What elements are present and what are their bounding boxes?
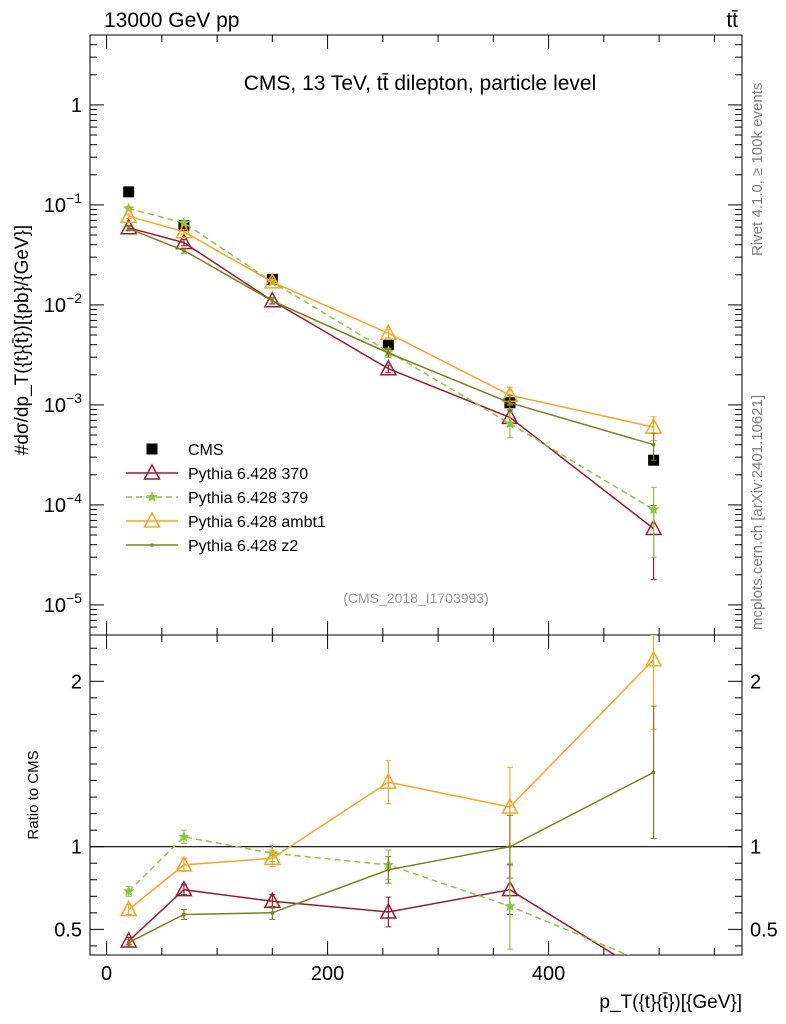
ratio-series-pythia-6-428-370: [119, 864, 617, 955]
main-y-axis-label: #dσ/dp_T({t}{t̄})[{pb}/{GeV}]: [12, 225, 33, 455]
legend-label: Pythia 6.428 370: [188, 466, 308, 483]
mcplots-label: mcplots.cern.ch [arXiv:2401.10621]: [749, 395, 766, 630]
main-point-cms: [123, 186, 135, 198]
main-series-pythia-6-428-ambt1: [119, 206, 663, 442]
main-point-pythia-6-428-379: [504, 417, 516, 429]
main-point-pythia-6-428-z2: [386, 351, 391, 355]
main-point-cms: [382, 339, 394, 351]
ratio-point-pythia-6-428-z2: [126, 940, 131, 945]
legend-label: Pythia 6.428 z2: [188, 538, 298, 555]
ratio-point-pythia-6-428-ambt1: [379, 772, 398, 789]
ratio-point-pythia-6-428-z2: [182, 912, 186, 917]
ratio-series-pythia-6-428-z2: [125, 705, 657, 947]
ratio-y-tick-label: 0.5: [54, 919, 82, 941]
ratio-y-tick-label-right: 2: [750, 671, 761, 693]
ratio-point-pythia-6-428-379: [123, 885, 135, 897]
main-line-pythia-6-428-370: [128, 227, 655, 530]
main-point-pythia-6-428-z2: [182, 248, 186, 253]
rivet-version-label: Rivet 4.1.0, ≥ 100k events: [749, 83, 766, 256]
x-tick-label: 0: [101, 963, 112, 985]
ratio-point-pythia-6-428-z2: [508, 844, 512, 849]
main-point-pythia-6-428-ambt1: [175, 222, 193, 239]
ratio-y-axis-label: Ratio to CMS: [25, 750, 42, 839]
ratio-point-pythia-6-428-ambt1: [263, 848, 282, 866]
ratio-point-pythia-6-428-379: [178, 830, 190, 842]
ratio-series: [119, 635, 663, 955]
x-axis-label: p_T({t}{t̄})[{GeV}]: [599, 992, 742, 1013]
main-point-pythia-6-428-z2: [270, 298, 275, 303]
ratio-point-pythia-6-428-370: [175, 880, 193, 897]
main-point-pythia-6-428-z2: [651, 442, 656, 447]
header-left-label: 13000 GeV pp: [104, 9, 239, 32]
x-tick-label: 200: [311, 963, 344, 985]
main-panel: CMS, 13 TeV, tt̄ dilepton, particle leve…: [12, 34, 743, 636]
ratio-point-pythia-6-428-z2: [386, 868, 391, 872]
main-point-pythia-6-428-370: [119, 218, 138, 235]
main-series-pythia-6-428-z2: [125, 225, 657, 461]
main-point-pythia-6-428-370: [379, 359, 398, 376]
main-plot-title: CMS, 13 TeV, tt̄ dilepton, particle leve…: [244, 72, 597, 95]
legend: CMS Pythia 6.428 370 Pythia 6.428 379 Pythi…: [126, 442, 326, 555]
main-point-pythia-6-428-z2: [508, 400, 512, 405]
header-right-label: tt̄: [726, 9, 738, 32]
legend-label: CMS: [188, 442, 224, 459]
ratio-ticks: 0.5 0.5 1 1 2 2 0 200 400: [54, 635, 778, 985]
legend-label: Pythia 6.428 ambt1: [188, 514, 326, 531]
ratio-line-pythia-6-428-379: [128, 835, 630, 955]
ratio-line-pythia-6-428-z2: [128, 771, 654, 944]
ratio-line-pythia-6-428-370: [128, 888, 617, 955]
ratio-point-pythia-6-428-ambt1: [175, 855, 193, 872]
x-tick-label: 400: [532, 963, 565, 985]
ratio-point-pythia-6-428-z2: [270, 911, 275, 915]
main-line-pythia-6-428-ambt1: [128, 215, 654, 428]
ratio-y-tick-label-right: 0.5: [750, 919, 778, 941]
main-series-cms: [123, 186, 660, 466]
main-line-pythia-6-428-z2: [128, 227, 654, 446]
y-tick-label: 10−2: [44, 290, 82, 317]
ratio-point-pythia-6-428-ambt1: [501, 797, 519, 814]
y-tick-label: 1: [71, 95, 82, 117]
watermark: (CMS_2018_I1703993): [343, 590, 489, 606]
main-point-pythia-6-428-ambt1: [263, 272, 282, 289]
main-ticks: 10−5 10−4 10−3 10−2 10−1 1: [44, 34, 742, 635]
legend-marker: [146, 443, 158, 455]
ratio-point-pythia-6-428-379: [504, 900, 516, 912]
main-point-pythia-6-428-370: [263, 291, 282, 308]
ratio-point-pythia-6-428-370: [379, 902, 398, 919]
y-tick-label: 10−3: [44, 390, 82, 417]
ratio-y-tick-label-right: 1: [750, 837, 761, 859]
legend-marker: [146, 491, 158, 502]
main-point-pythia-6-428-ambt1: [119, 206, 138, 223]
legend-marker: [150, 543, 154, 547]
main-point-cms: [178, 220, 190, 232]
main-line-pythia-6-428-379: [128, 207, 654, 511]
y-tick-label: 10−5: [44, 590, 82, 617]
main-series: [119, 186, 663, 580]
main-point-pythia-6-428-ambt1: [379, 323, 398, 341]
ratio-panel: Ratio to CMS p_T({t}{t̄})[{GeV}] 0.5 0.5 1…: [25, 634, 778, 1013]
ratio-series-pythia-6-428-ambt1: [119, 635, 663, 917]
ratio-y-tick-label: 2: [71, 671, 82, 693]
legend-marker: [143, 511, 161, 528]
main-point-pythia-6-428-z2: [126, 226, 131, 231]
ratio-plot-frame: [89, 634, 743, 956]
ratio-point-pythia-6-428-z2: [651, 770, 656, 775]
y-tick-label: 10−1: [44, 190, 82, 217]
ratio-y-tick-label: 1: [71, 837, 82, 859]
ratio-point-pythia-6-428-ambt1: [644, 650, 663, 667]
ratio-point-pythia-6-428-ambt1: [119, 899, 138, 917]
legend-label: Pythia 6.428 379: [188, 490, 308, 507]
ratio-line-pythia-6-428-ambt1: [128, 659, 655, 911]
main-point-pythia-6-428-379: [647, 503, 660, 515]
y-tick-label: 10−4: [44, 490, 82, 517]
legend-marker: [143, 463, 161, 480]
